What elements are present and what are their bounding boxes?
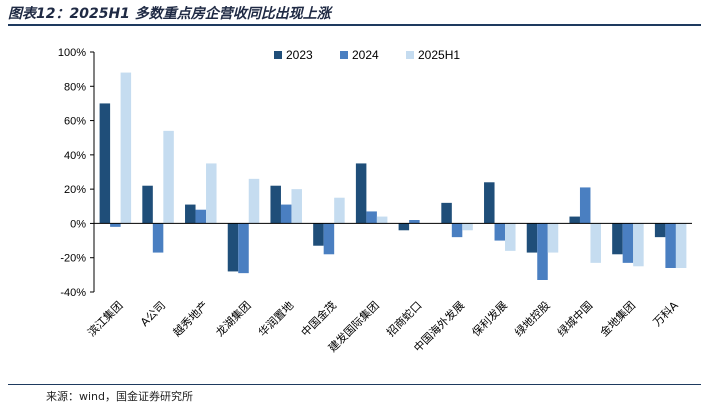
bar xyxy=(163,130,174,224)
category-label: 招商蛇口 xyxy=(383,298,424,339)
category-label: 万科A xyxy=(650,298,681,329)
legend-swatch xyxy=(340,51,348,59)
bar xyxy=(291,189,302,224)
bar xyxy=(152,223,164,253)
bar xyxy=(675,223,687,268)
bar xyxy=(120,72,132,224)
bar xyxy=(323,223,335,255)
figure-title: 图表12：2025H1 多数重点房企营收同比出现上涨 xyxy=(8,6,331,22)
bar xyxy=(590,223,601,263)
y-tick-label: 80% xyxy=(64,81,86,93)
legend-label: 2025H1 xyxy=(418,48,460,62)
bar xyxy=(579,187,591,224)
bar xyxy=(355,163,367,224)
bar-chart: -40% -20% 0% 20% 40% 60% 80% 100% 滨江集团 A公司 越秀地产 龙湖集… xyxy=(58,47,692,355)
y-tick-label: -40% xyxy=(60,287,86,299)
legend-swatch xyxy=(274,51,282,59)
figure-source: 来源：wind，国金证券研究所 xyxy=(46,390,194,403)
category-label: 保利发展 xyxy=(469,298,510,339)
y-tick-label: 60% xyxy=(64,116,86,128)
bar xyxy=(622,223,634,263)
bar xyxy=(110,223,121,227)
bar xyxy=(633,223,644,267)
category-label: 绿地控股 xyxy=(512,298,553,339)
bar xyxy=(195,209,207,224)
bar xyxy=(462,223,473,231)
category-label: A公司 xyxy=(138,299,168,329)
bar xyxy=(409,220,420,224)
y-tick-label: -20% xyxy=(60,253,86,265)
bar xyxy=(376,216,388,224)
category-label: 绿城中国 xyxy=(554,298,595,339)
category-label: 金地集团 xyxy=(597,298,638,339)
bar xyxy=(526,223,538,253)
bar xyxy=(537,223,548,280)
y-tick-label: 40% xyxy=(64,150,86,162)
y-tick-label: 100% xyxy=(58,47,86,59)
bar xyxy=(569,216,580,224)
category-label: 龙湖集团 xyxy=(213,298,254,339)
category-label: 滨江集团 xyxy=(84,298,125,339)
bar xyxy=(334,197,345,224)
bar xyxy=(665,223,676,268)
bar xyxy=(238,223,249,274)
source-rule xyxy=(8,384,701,385)
bar xyxy=(484,182,495,224)
bar xyxy=(654,223,666,238)
bar xyxy=(547,223,559,253)
bar xyxy=(441,202,452,224)
bar xyxy=(366,211,377,224)
y-tick-label: 0% xyxy=(70,218,86,230)
bar xyxy=(505,223,516,251)
bar xyxy=(99,103,111,224)
y-tick-label: 20% xyxy=(64,184,86,196)
category-label: 华润置地 xyxy=(255,298,296,339)
category-label: 越秀地产 xyxy=(170,298,211,339)
bar xyxy=(398,223,410,231)
bar xyxy=(270,185,281,224)
bar xyxy=(206,163,217,224)
bar xyxy=(451,223,463,238)
bar xyxy=(280,204,292,224)
bar xyxy=(185,204,196,224)
bar xyxy=(142,185,153,224)
bar xyxy=(227,223,239,272)
bar xyxy=(313,223,324,246)
bar xyxy=(248,178,260,224)
legend-label: 2023 xyxy=(286,48,313,62)
title-rule xyxy=(8,24,701,26)
bar xyxy=(494,223,506,241)
legend-label: 2024 xyxy=(352,48,379,62)
legend-swatch xyxy=(406,51,414,59)
bar xyxy=(612,223,623,255)
category-label: 中国金茂 xyxy=(298,298,339,339)
